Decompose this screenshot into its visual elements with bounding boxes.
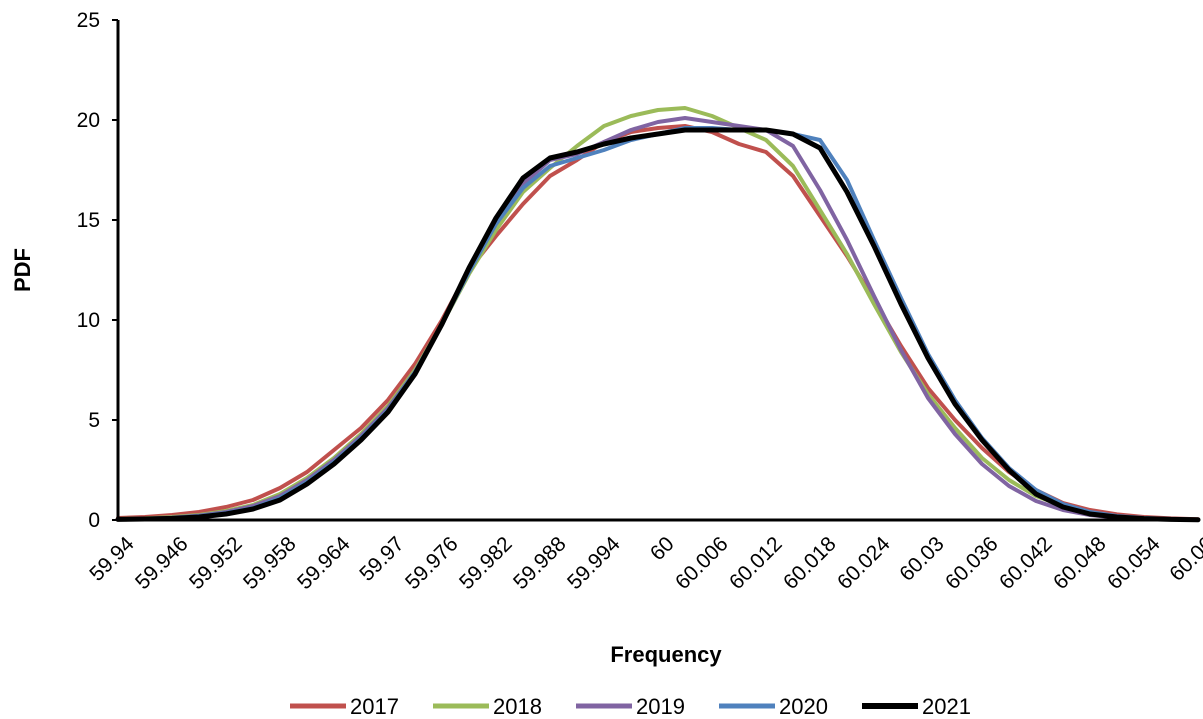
x-tick-label: 60.042 — [995, 532, 1057, 594]
x-axis-title: Frequency — [610, 642, 722, 667]
legend-label-2020: 2020 — [779, 694, 828, 719]
x-tick-label: 60.036 — [941, 532, 1003, 594]
y-tick-label: 15 — [77, 209, 100, 232]
series-line-2020 — [116, 126, 1200, 522]
legend-label-2021: 2021 — [922, 694, 971, 719]
series-line-2019 — [116, 116, 1200, 522]
y-tick-label: 0 — [88, 509, 100, 532]
x-tick-label: 59.946 — [131, 532, 193, 594]
x-tick-label: 59.994 — [563, 532, 625, 594]
x-tick-label: 59.964 — [293, 532, 355, 594]
x-tick-label: 60.012 — [725, 532, 787, 594]
y-tick-label: 10 — [77, 309, 100, 332]
x-tick-label: 60.06 — [1165, 532, 1203, 585]
x-tick-label: 59.958 — [239, 532, 301, 594]
x-tick-label: 59.988 — [509, 532, 571, 594]
series-line-2018 — [116, 106, 1200, 522]
x-tick-label: 59.976 — [401, 532, 463, 594]
legend-label-2018: 2018 — [493, 694, 542, 719]
x-tick-label: 60.018 — [779, 532, 841, 594]
y-axis: 0 5 10 15 20 25 — [77, 9, 120, 532]
x-tick-label: 60.006 — [671, 532, 733, 594]
legend: 2017 2018 2019 2020 2021 — [290, 694, 971, 719]
x-tick-label: 59.952 — [185, 532, 247, 594]
x-tick-label: 60.054 — [1103, 532, 1165, 594]
y-tick-label: 20 — [77, 109, 100, 132]
x-tick-label: 60 — [646, 532, 679, 565]
y-tick-label: 5 — [88, 409, 100, 432]
x-tick-label: 60.024 — [833, 532, 895, 594]
legend-label-2017: 2017 — [350, 694, 399, 719]
y-axis-title: PDF — [10, 248, 35, 292]
series-layer — [115, 106, 1201, 523]
x-tick-label: 60.048 — [1049, 532, 1111, 594]
y-tick-label: 25 — [77, 9, 100, 32]
x-tick-label: 59.982 — [455, 532, 517, 594]
series-line-2021 — [115, 127, 1201, 523]
legend-label-2019: 2019 — [636, 694, 685, 719]
series-line-2017 — [116, 124, 1200, 522]
